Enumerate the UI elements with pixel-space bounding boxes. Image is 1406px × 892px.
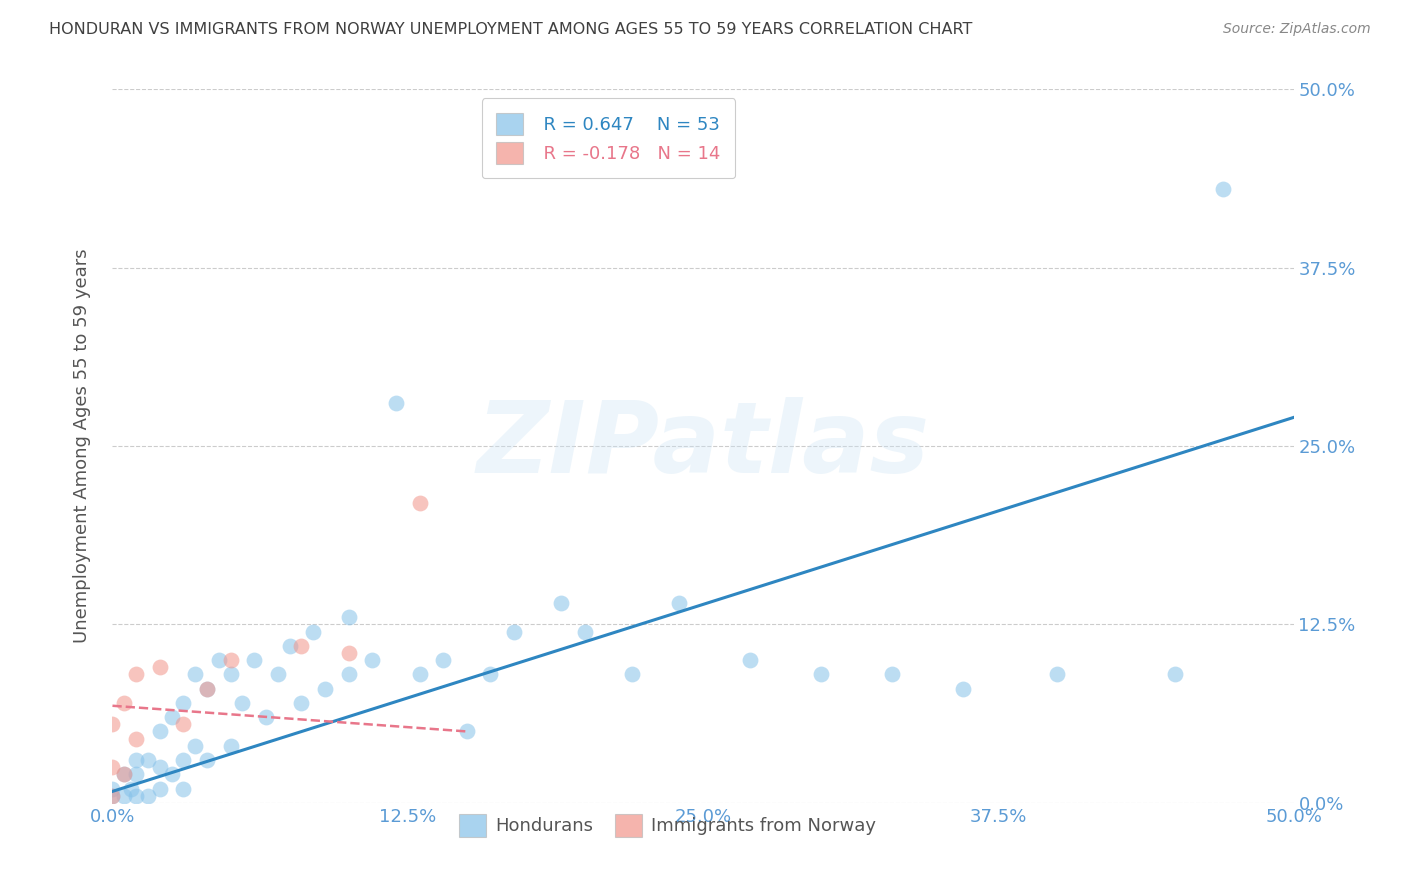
Point — [101, 789, 124, 803]
Point — [112, 767, 135, 781]
Point — [125, 753, 148, 767]
Point — [456, 724, 478, 739]
Point — [160, 710, 183, 724]
Point — [408, 496, 430, 510]
Point — [120, 781, 142, 796]
Legend: Hondurans, Immigrants from Norway: Hondurans, Immigrants from Norway — [451, 807, 883, 844]
Point — [1164, 667, 1187, 681]
Point — [243, 653, 266, 667]
Point — [208, 653, 231, 667]
Point — [302, 624, 325, 639]
Point — [432, 653, 454, 667]
Point — [254, 710, 277, 724]
Point — [278, 639, 301, 653]
Point — [479, 667, 502, 681]
Point — [231, 696, 253, 710]
Point — [219, 739, 242, 753]
Point — [740, 653, 762, 667]
Point — [195, 753, 218, 767]
Point — [503, 624, 526, 639]
Point — [172, 781, 194, 796]
Y-axis label: Unemployment Among Ages 55 to 59 years: Unemployment Among Ages 55 to 59 years — [73, 249, 91, 643]
Point — [337, 610, 360, 624]
Text: Source: ZipAtlas.com: Source: ZipAtlas.com — [1223, 22, 1371, 37]
Point — [184, 667, 207, 681]
Point — [621, 667, 644, 681]
Point — [101, 760, 124, 774]
Point — [112, 789, 135, 803]
Point — [408, 667, 430, 681]
Point — [112, 767, 135, 781]
Point — [149, 660, 172, 674]
Point — [337, 646, 360, 660]
Point — [810, 667, 832, 681]
Point — [267, 667, 290, 681]
Point — [668, 596, 690, 610]
Point — [101, 717, 124, 731]
Point — [880, 667, 903, 681]
Point — [184, 739, 207, 753]
Text: ZIPatlas: ZIPatlas — [477, 398, 929, 494]
Point — [125, 767, 148, 781]
Point — [195, 681, 218, 696]
Point — [550, 596, 572, 610]
Point — [149, 760, 172, 774]
Point — [219, 667, 242, 681]
Point — [290, 639, 312, 653]
Point — [952, 681, 974, 696]
Point — [112, 696, 135, 710]
Point — [361, 653, 384, 667]
Text: HONDURAN VS IMMIGRANTS FROM NORWAY UNEMPLOYMENT AMONG AGES 55 TO 59 YEARS CORREL: HONDURAN VS IMMIGRANTS FROM NORWAY UNEMP… — [49, 22, 973, 37]
Point — [337, 667, 360, 681]
Point — [385, 396, 408, 410]
Point — [574, 624, 596, 639]
Point — [125, 789, 148, 803]
Point — [195, 681, 218, 696]
Point — [172, 717, 194, 731]
Point — [136, 789, 159, 803]
Point — [149, 724, 172, 739]
Point — [290, 696, 312, 710]
Point — [101, 789, 124, 803]
Point — [125, 731, 148, 746]
Point — [1046, 667, 1069, 681]
Point — [172, 753, 194, 767]
Point — [160, 767, 183, 781]
Point — [125, 667, 148, 681]
Point — [136, 753, 159, 767]
Point — [219, 653, 242, 667]
Point — [101, 781, 124, 796]
Point — [314, 681, 336, 696]
Point — [149, 781, 172, 796]
Point — [1212, 182, 1234, 196]
Point — [172, 696, 194, 710]
